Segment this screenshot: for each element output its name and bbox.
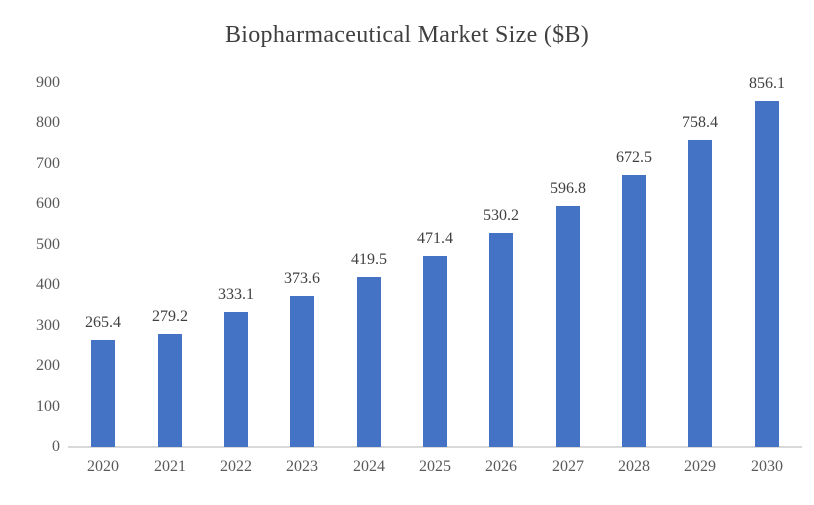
bar-value-label: 265.4 (85, 314, 121, 331)
bar-value-label: 596.8 (550, 180, 586, 197)
bar (91, 340, 115, 447)
x-axis-category-label: 2028 (618, 458, 650, 475)
y-axis-tick-label: 900 (36, 74, 60, 91)
bar-value-label: 856.1 (749, 75, 785, 92)
chart-title: Biopharmaceutical Market Size ($B) (224, 22, 590, 48)
y-axis-tick-label: 100 (36, 397, 60, 415)
x-axis-category-label: 2029 (684, 458, 716, 475)
bar-value-label: 672.5 (616, 149, 652, 166)
bar (556, 206, 580, 447)
bar (688, 140, 712, 447)
bar (423, 256, 447, 447)
x-axis-category-label: 2022 (220, 458, 252, 475)
x-axis-category-label: 2020 (87, 458, 119, 475)
y-axis-tick-label: 600 (36, 195, 60, 213)
x-axis-category-label: 2025 (419, 458, 451, 475)
y-axis-tick-label: 300 (36, 316, 60, 334)
x-axis-category-label: 2021 (154, 458, 186, 475)
bar-value-label: 333.1 (218, 286, 254, 303)
bar-value-label: 373.6 (284, 270, 320, 287)
bar-value-label: 279.2 (152, 308, 188, 325)
bar-value-label: 530.2 (483, 207, 519, 224)
bar-value-label: 419.5 (351, 251, 387, 268)
bar (622, 175, 646, 447)
bar (158, 334, 182, 447)
bar-value-label: 758.4 (682, 114, 718, 131)
y-axis-tick-label: 0 (52, 438, 60, 455)
y-axis-tick-label: 500 (36, 235, 60, 253)
x-axis-line (68, 446, 802, 448)
x-axis-category-label: 2027 (552, 458, 584, 475)
y-axis-tick-label: 400 (36, 276, 60, 294)
x-axis-category-label: 2026 (485, 458, 517, 475)
x-axis-category-label: 2024 (353, 458, 385, 475)
bar (489, 233, 513, 447)
x-axis-category-label: 2030 (751, 458, 783, 475)
bar (290, 296, 314, 447)
y-axis-tick-label: 200 (36, 357, 60, 375)
bar-value-label: 471.4 (417, 230, 453, 247)
y-axis-tick-label: 700 (36, 154, 60, 172)
bar (224, 312, 248, 447)
y-axis-tick-label: 800 (36, 114, 60, 132)
bar (357, 277, 381, 447)
x-axis-category-label: 2023 (286, 458, 318, 475)
bar (755, 101, 779, 447)
